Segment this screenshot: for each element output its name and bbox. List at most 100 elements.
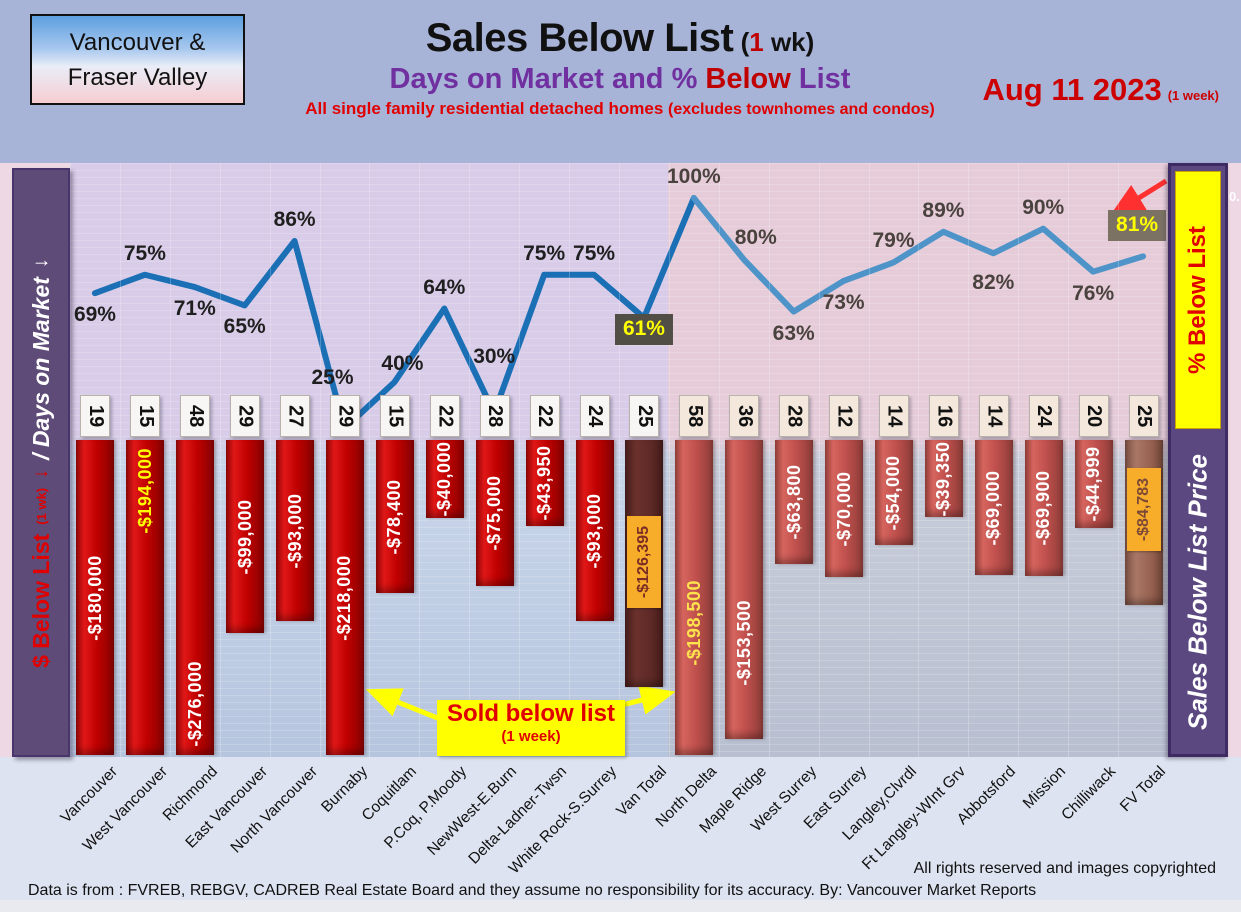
total-label-box: -$126,395: [627, 516, 662, 609]
pct-label-P.Coq, P.Moody: 64%: [423, 275, 466, 299]
days-on-market-value: 29: [234, 404, 257, 428]
right-axis-banner: % Below List Sales Below List Price: [1168, 163, 1228, 757]
pct-label-FV Total: 81%: [1108, 210, 1167, 242]
column-East Vancouver: 29 -$99,000: [219, 163, 270, 757]
days-on-market-box: 15: [379, 395, 410, 437]
column-P.Coq, P.Moody: 22 -$40,000: [419, 163, 469, 757]
bar-West Surrey: -$63,800: [775, 440, 814, 564]
pct-label-East Surrey: 73%: [822, 290, 865, 314]
pct-label-Vancouver: 69%: [73, 303, 116, 327]
days-on-market-box: 28: [479, 395, 510, 437]
days-on-market-value: 25: [1133, 404, 1156, 428]
bar-Abbotsford: -$69,000: [974, 440, 1013, 575]
pct-label-Mission: 90%: [1022, 195, 1065, 219]
column-Richmond: 48 -$276,000: [169, 163, 220, 757]
days-on-market-box: 29: [230, 395, 261, 437]
days-on-market-value: 29: [334, 404, 357, 428]
days-on-market-box: 12: [829, 395, 860, 437]
tagline-paren: (excludes townhomes and condos): [668, 101, 935, 118]
days-on-market-box: 48: [180, 395, 211, 437]
bar-Burnaby: -$218,000: [325, 440, 364, 755]
column-Maple Ridge: 36 -$153,500: [718, 163, 769, 757]
days-on-market-value: 24: [584, 404, 607, 428]
pct-label-North Delta: 100%: [667, 165, 721, 188]
days-on-market-value: 15: [134, 404, 157, 428]
left-axis-banner-text: $ Below List (1 wk) ↓ / Days on Market ↓: [14, 170, 68, 755]
column-North Delta: 58 -$198,500: [668, 163, 719, 757]
days-on-market-value: 28: [783, 404, 806, 428]
column-Coquitlam: 15 -$78,400: [369, 163, 419, 757]
days-on-market-box: 27: [280, 395, 311, 437]
left-axis-banner: $ Below List (1 wk) ↓ / Days on Market ↓: [12, 168, 70, 757]
pct-label-NewWest-E.Burn: 30%: [473, 344, 516, 368]
days-on-market-value: 36: [733, 404, 756, 428]
column-Delta-Ladner-Twsn: 22 -$43,950: [519, 163, 569, 757]
days-on-market-box: 28: [779, 395, 810, 437]
days-on-market-box: 36: [729, 395, 760, 437]
pct-labels-layer: 69% 75% 71% 65% 86% 25% 40% 64% 30% 75% 75% 61% 100%…: [70, 163, 1168, 757]
days-on-market-value: 14: [883, 404, 906, 428]
days-on-market-value: 16: [933, 404, 956, 428]
subtitle-red: Below: [705, 63, 791, 95]
days-on-market-value: 20: [1083, 404, 1106, 428]
days-on-market-box: 29: [329, 395, 360, 437]
columns-layer: 19 -$180,000 15 -$194,000 48 -$276,000 29 -$99,…: [70, 163, 1168, 757]
report-date: Aug 11 2023 (1 week): [982, 72, 1219, 108]
region-line2: Fraser Valley: [67, 63, 208, 91]
pct-label-Richmond: 71%: [173, 297, 216, 321]
left-banner-week-note: (1 wk): [33, 487, 49, 525]
plot-area: 19 -$180,000 15 -$194,000 48 -$276,000 29 -$99,…: [70, 163, 1168, 757]
days-on-market-box: 24: [1028, 395, 1059, 437]
subtitle-purple: Days on Market and %: [389, 63, 706, 95]
region-line1: Vancouver &: [69, 29, 206, 56]
region-box: Vancouver & Fraser Valley: [30, 14, 245, 105]
column-West Vancouver: 15 -$194,000: [119, 163, 170, 757]
days-on-market-value: 27: [284, 404, 307, 428]
title-one: 1: [749, 27, 764, 57]
chart-area: 19 -$180,000 15 -$194,000 48 -$276,000 29 -$99,…: [0, 163, 1241, 757]
days-on-market-box: 22: [429, 395, 460, 437]
days-on-market-value: 12: [833, 404, 856, 428]
copyright-note: All rights reserved and images copyright…: [913, 860, 1216, 877]
pct-label-Maple Ridge: 80%: [734, 226, 777, 250]
bar-Mission: -$69,900: [1024, 440, 1063, 576]
days-on-market-box: 14: [978, 395, 1009, 437]
bar-Langley,Clvrdl: -$54,000: [874, 440, 913, 545]
callout-line1: Sold below list: [446, 700, 615, 727]
bar-Coquitlam: -$78,400: [375, 440, 414, 593]
days-on-market-box: 22: [529, 395, 560, 437]
days-on-market-value: 58: [683, 404, 706, 428]
days-on-market-box: 14: [878, 395, 909, 437]
sold-below-list-callout: Sold below list (1 week): [437, 700, 625, 756]
pct-label-Ft Langley-WInt Grv: 89%: [922, 198, 965, 222]
days-on-market-box: 24: [579, 395, 610, 437]
pct-label-Van Total: 61%: [614, 313, 673, 345]
days-on-market-value: 22: [434, 404, 457, 428]
column-Abbotsford: 14 -$69,000: [968, 163, 1018, 757]
pct-label-Abbotsford: 82%: [972, 271, 1015, 295]
days-on-market-value: 14: [983, 404, 1006, 428]
bar-White Rock-S.Surrey: -$93,000: [575, 440, 614, 621]
bar-NewWest-E.Burn: -$75,000: [475, 440, 514, 586]
bar-East Vancouver: -$99,000: [226, 440, 265, 633]
pct-label-Delta-Ladner-Twsn: 75%: [523, 241, 566, 265]
left-banner-days-label: / Days on Market: [27, 276, 54, 460]
tagline: All single family residential detached h…: [300, 99, 940, 119]
page-title: Sales Below List (1 wk): [300, 16, 940, 61]
bar-P.Coq, P.Moody: -$40,000: [425, 440, 464, 518]
pct-label-White Rock-S.Surrey: 75%: [573, 241, 616, 265]
bar-Maple Ridge: -$153,500: [725, 440, 764, 739]
days-on-market-value: 25: [633, 404, 656, 428]
days-on-market-value: 22: [534, 404, 557, 428]
date-note: (1 week): [1167, 88, 1219, 103]
title-paren-rest: wk): [763, 27, 815, 57]
days-on-market-box: 16: [928, 395, 959, 437]
column-Langley,Clvrdl: 14 -$54,000: [868, 163, 919, 757]
days-on-market-box: 15: [130, 395, 161, 437]
column-FV Total: 25 -$84,783: [1118, 163, 1168, 757]
bar-West Vancouver: -$194,000: [126, 440, 165, 755]
x-axis-labels: Vancouver West Vancouver Richmond East Vanc…: [57, 757, 1169, 877]
clipped-axis-fragment: 0.: [1229, 189, 1240, 204]
bar-Van Total: -$126,395: [625, 440, 664, 687]
